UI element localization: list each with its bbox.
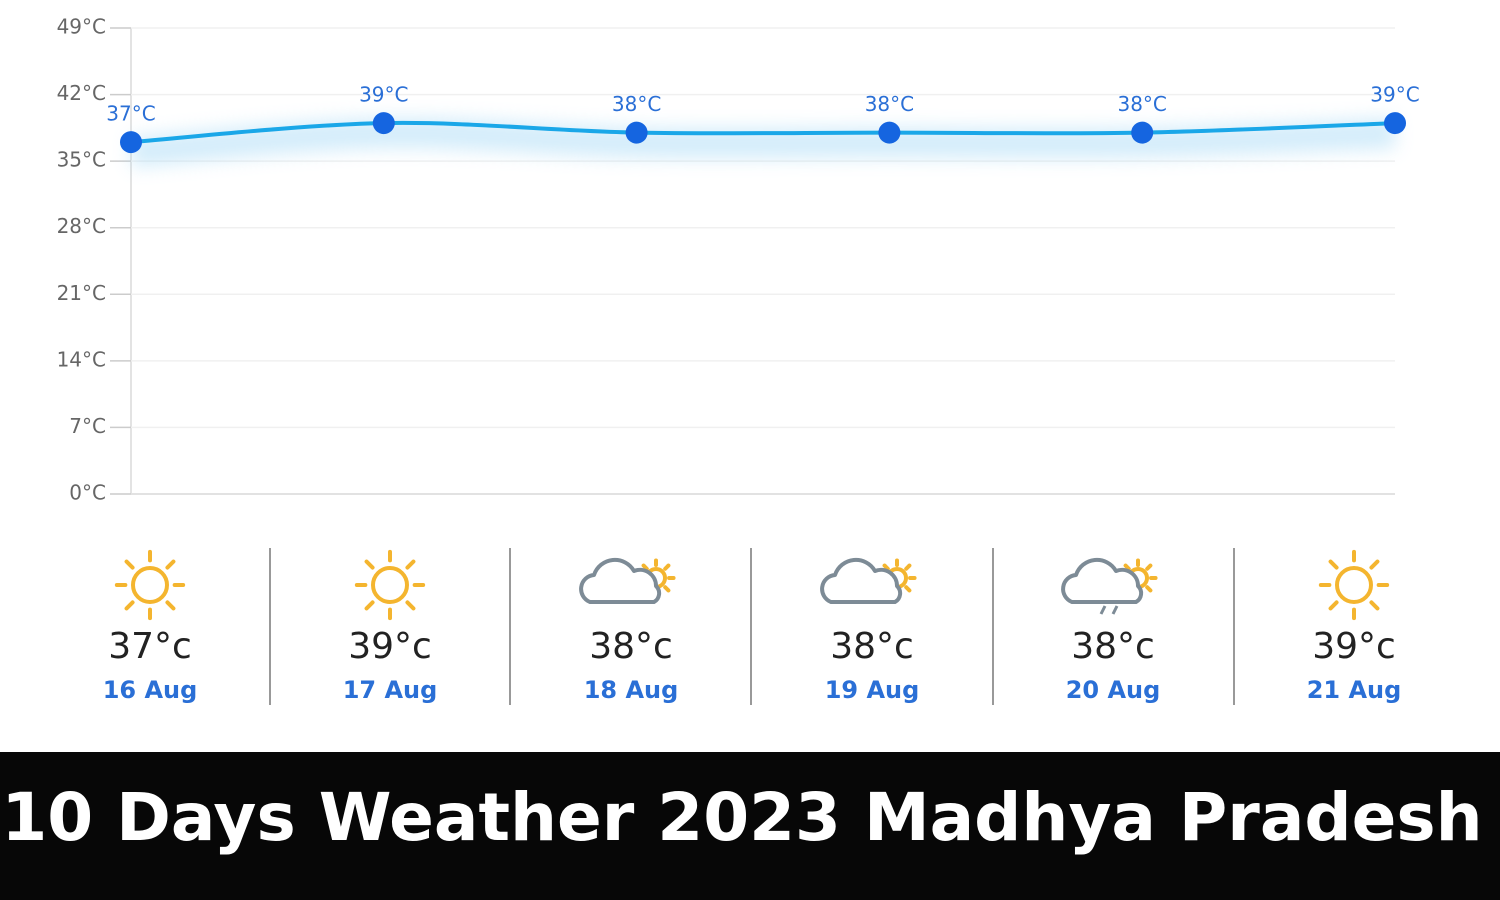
y-tick-label: 28°C [57, 214, 106, 238]
sun-ray [165, 600, 176, 611]
forecast-temp: 38°c [1071, 626, 1155, 667]
forecast-date: 21 Aug [1307, 676, 1402, 704]
data-label: 37°C [106, 102, 155, 126]
sun-ray [882, 563, 890, 571]
forecast-date: 17 Aug [343, 676, 438, 704]
y-tick-label: 0°C [69, 481, 106, 505]
data-label: 38°C [1117, 92, 1166, 116]
sun-ray [904, 585, 912, 593]
weather-icon [1061, 557, 1158, 615]
point [372, 112, 395, 135]
data-label: 39°C [359, 83, 408, 107]
sun-ray [663, 585, 671, 593]
sun-disc [371, 566, 409, 604]
weather-icon [820, 557, 917, 604]
sun-ray [904, 563, 912, 571]
rain-drop [1111, 605, 1119, 615]
sun-ray [405, 559, 416, 570]
forecast-temp: 38°c [830, 626, 914, 667]
sun-ray [165, 559, 176, 570]
sun-ray [364, 559, 375, 570]
sun-ray [1328, 559, 1339, 570]
forecast-temp: 38°c [589, 626, 673, 667]
y-tick-label: 21°C [57, 281, 106, 305]
y-tick-label: 7°C [69, 414, 106, 438]
forecast-date: 18 Aug [584, 676, 679, 704]
forecast-date: 19 Aug [825, 676, 920, 704]
banner-title: 10 Days Weather 2023 Madhya Pradesh [1, 779, 1482, 856]
weather-icon [1318, 549, 1390, 621]
point [1131, 121, 1154, 144]
data-label: 38°C [612, 92, 661, 116]
banner [0, 752, 1500, 900]
cloud [1061, 557, 1144, 604]
forecast-temp: 39°c [1312, 626, 1396, 667]
sun-ray [364, 600, 375, 611]
forecast-date: 20 Aug [1066, 676, 1161, 704]
line-glow [129, 117, 1396, 168]
point [625, 121, 648, 144]
sun-ray [641, 563, 649, 571]
sun-ray [405, 600, 416, 611]
sun-ray [1369, 600, 1380, 611]
sun-ray [663, 563, 671, 571]
data-label: 38°C [865, 92, 914, 116]
data-label: 39°C [1370, 83, 1419, 107]
forecast-date: 16 Aug [103, 676, 198, 704]
sun-ray [1123, 563, 1131, 571]
y-tick-label: 42°C [57, 81, 106, 105]
point [1384, 112, 1406, 135]
cloud [820, 557, 903, 604]
cloud [579, 557, 662, 604]
sun-ray [1145, 585, 1153, 593]
point [120, 131, 142, 154]
sun-ray [1369, 559, 1380, 570]
forecast-temp: 37°c [108, 626, 192, 667]
sun-ray [124, 559, 135, 570]
rain-drop [1099, 605, 1107, 615]
weather-icon [114, 549, 186, 621]
line [130, 120, 1396, 145]
sun-ray [124, 600, 135, 611]
y-tick-label: 14°C [57, 347, 106, 371]
sun-disc [131, 566, 169, 604]
sun-ray [1328, 600, 1339, 611]
y-tick-label: 49°C [57, 15, 106, 39]
sun-ray [1145, 563, 1153, 571]
point [878, 121, 901, 144]
sun-disc [1335, 566, 1373, 604]
weather-icon [354, 549, 426, 621]
y-tick-label: 35°C [57, 148, 106, 172]
weather-icon [579, 557, 676, 604]
forecast-temp: 39°c [348, 626, 432, 667]
